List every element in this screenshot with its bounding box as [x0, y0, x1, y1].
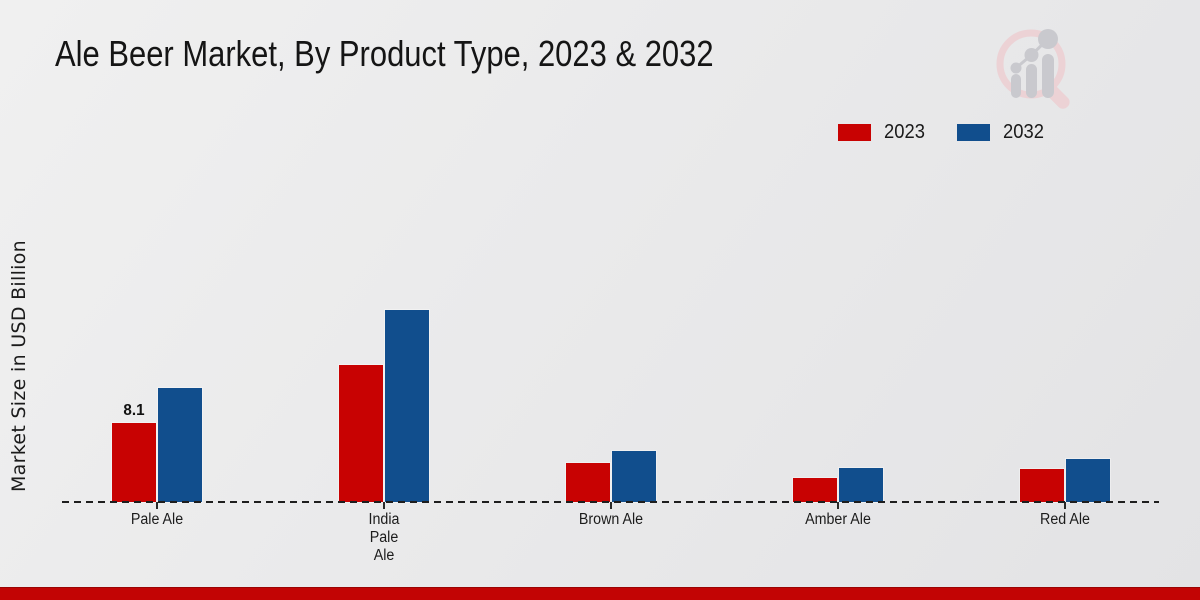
x-axis-tick — [156, 502, 158, 509]
bar-2023-india-pale-ale — [339, 365, 383, 502]
x-axis-tick — [610, 502, 612, 509]
bar-2032-brown-ale — [612, 451, 656, 502]
bar-2023-brown-ale — [566, 463, 610, 502]
legend-swatch-2023-icon — [838, 124, 871, 141]
bar-2032-red-ale — [1066, 459, 1110, 502]
chart-title: Ale Beer Market, By Product Type, 2023 &… — [55, 33, 714, 74]
bar-2023-pale-ale — [112, 423, 156, 502]
bar-2023-amber-ale — [793, 478, 837, 502]
legend-item-2032: 2032 — [956, 121, 1048, 144]
y-axis-title: Market Size in USD Billion — [8, 239, 30, 493]
legend-label-2023: 2023 — [884, 121, 925, 143]
x-axis-tick — [837, 502, 839, 509]
x-tick-label-amber-ale: Amber Ale — [805, 511, 871, 528]
legend-item-2023: 2023 — [838, 121, 929, 144]
x-axis-tick — [383, 502, 385, 509]
x-axis-tick — [1064, 502, 1066, 509]
x-tick-label-brown-ale: Brown Ale — [578, 511, 644, 528]
magnifier-bar-chart-logo-icon — [996, 29, 1070, 109]
footer-accent-bar — [0, 587, 1200, 600]
x-axis-line — [62, 501, 1159, 503]
legend-label-2032: 2032 — [1002, 121, 1044, 143]
bar-2032-india-pale-ale — [385, 310, 429, 502]
bar-2032-amber-ale — [839, 468, 883, 502]
x-tick-label-red-ale: Red Ale — [1040, 511, 1090, 528]
legend: 2023 2032 — [838, 121, 1047, 144]
bar-2032-pale-ale — [158, 388, 202, 502]
legend-swatch-2032-icon — [956, 124, 990, 141]
x-tick-label-india-pale-ale: India Pale Ale — [368, 511, 400, 564]
bar-value-label: 8.1 — [123, 402, 145, 419]
x-tick-label-pale-ale: Pale Ale — [130, 511, 184, 528]
bar-2023-red-ale — [1020, 469, 1064, 502]
